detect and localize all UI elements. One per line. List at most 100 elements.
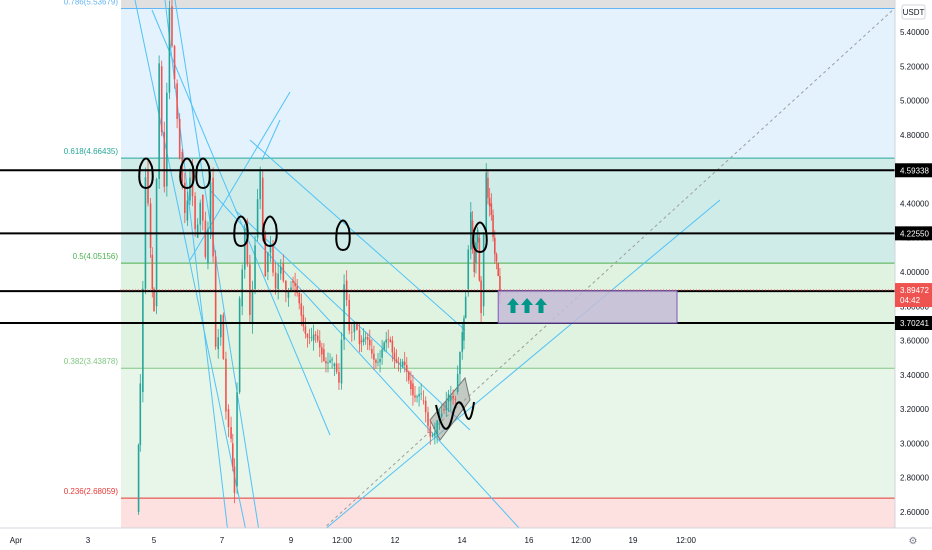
candle-body [422,400,425,402]
candle-body [209,182,212,229]
trendline [151,9,331,436]
candle-body [408,371,410,381]
touch-loop [195,157,211,190]
candle-body [184,182,186,213]
trendline [134,0,251,550]
candle-body [450,396,452,401]
candle-body [256,199,259,238]
fib-labels: 0.786(5.53679) 0.618(4.66435) 0.5(4.05156)… [64,0,119,496]
candle-body [399,362,402,364]
candle-body [196,224,199,238]
candle-body [251,288,254,324]
candle-body [158,63,160,179]
up-arrow-icon [521,298,533,313]
candle-body [194,196,196,230]
candle-body [230,427,232,439]
candle-body [488,197,491,207]
candle-body [464,296,467,319]
gear-icon[interactable]: ⚙ [909,536,918,547]
candle-body [443,409,445,411]
price-tag-label: 3.70241 [900,319,929,328]
candle-body [217,337,220,350]
candle-body [381,349,383,358]
candle-body [331,359,333,361]
candle-body [364,337,367,339]
x-tick-label: 9 [289,536,294,545]
trendlines [134,0,896,550]
trendline [261,119,281,161]
fib-label: 0.236(2.68059) [64,487,119,496]
current-price-tag [895,283,932,308]
candle-body [416,396,418,398]
fib-zone [121,158,895,264]
annotations [138,157,678,430]
diagonal-trendline [299,7,896,550]
currency-label: USDT [903,8,925,17]
touch-loop [233,215,249,248]
candle-body [340,339,343,384]
candle-body [499,276,501,296]
candle-body [358,329,361,345]
zigzag-mark [435,401,475,430]
y-tick-label: 2.80000 [900,474,929,483]
candle-body [436,420,438,435]
candle-body [290,287,292,292]
candle-body [147,169,149,204]
x-tick-label: Apr [10,536,23,545]
fib-zone-top [121,0,895,9]
candle-body [431,435,434,437]
candle-body [366,337,369,340]
candle-body [302,314,305,327]
touch-loop [335,219,351,252]
touch-loop [262,215,278,248]
candle-body [166,92,168,187]
candle-body [497,263,500,277]
touch-loop [179,157,195,190]
candle-body [434,432,436,436]
touch-loop [138,157,154,190]
y-tick-label: 3.60000 [900,337,929,346]
trendline [209,189,531,541]
candle-body [314,334,317,336]
candle-body [492,214,494,238]
candle-body [151,254,154,289]
candle-body [241,269,243,307]
y-tick-label: 3.00000 [900,439,929,448]
candle-body [155,178,158,307]
fib-label: 0.618(4.66435) [64,147,119,156]
candle-body [475,242,477,264]
candle-body [323,349,325,362]
candle-body [379,358,381,363]
candle-body [393,352,396,360]
candle-body [424,400,427,413]
candle-body [325,361,327,364]
candle-body [261,177,264,233]
candle-body [493,237,496,255]
candle-body [471,220,474,250]
candle-body [186,200,189,221]
candle-body [356,323,358,330]
time-axis[interactable]: Apr 3 5 7 9 12:00 12 14 16 12:00 19 12:00 ⚙ [0,527,932,550]
candle-body [139,383,142,445]
candle-body [403,361,406,365]
y-tick-label: 5.40000 [900,28,929,37]
candle-body [272,246,274,273]
candle-body [316,335,319,341]
candle-body [214,256,217,347]
fib-zone [121,8,895,159]
candle-body [178,118,181,159]
candle-body [238,298,241,393]
candle-body [269,244,272,253]
fib-label: 0.5(4.05156) [73,252,119,261]
candle-body [227,409,230,428]
y-tick-label: 4.00000 [900,268,929,277]
axis-background [895,0,932,550]
candle-body [199,202,202,225]
fib-label: 0.786(5.53679) [64,0,119,7]
candle-body [304,326,307,334]
candle-body [487,177,489,198]
candle-body [395,359,398,363]
candle-body [429,426,432,437]
price-axis[interactable]: USDT5.400005.200005.000004.800004.600004… [894,0,932,550]
